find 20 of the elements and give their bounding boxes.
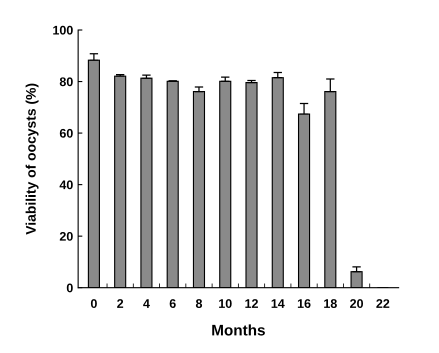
x-axis-title: Months [212,324,265,336]
y-axis-title: Viability of oocysts (%) [26,84,39,235]
x-tick-label: 6 [170,299,176,308]
x-tick-label: 16 [298,299,311,308]
y-tick-label: 80 [60,77,73,86]
y-tick-label: 20 [60,232,73,241]
y-tick-label: 0 [66,283,73,292]
x-tick-label: 14 [272,299,285,308]
x-tick-label: 8 [196,299,202,308]
x-tick-label: 20 [350,299,364,308]
x-tick-label: 2 [117,299,124,308]
x-tick-label: 4 [143,299,150,308]
x-tick-label: 12 [245,299,258,308]
x-tick-label: 0 [90,299,97,308]
y-tick-label: 100 [53,26,73,35]
y-tick-label: 40 [60,180,73,190]
y-tick-label: 60 [60,128,73,138]
x-tick-label: 22 [376,299,390,308]
x-tick-label: 10 [219,299,232,308]
x-tick-label: 18 [324,299,337,308]
